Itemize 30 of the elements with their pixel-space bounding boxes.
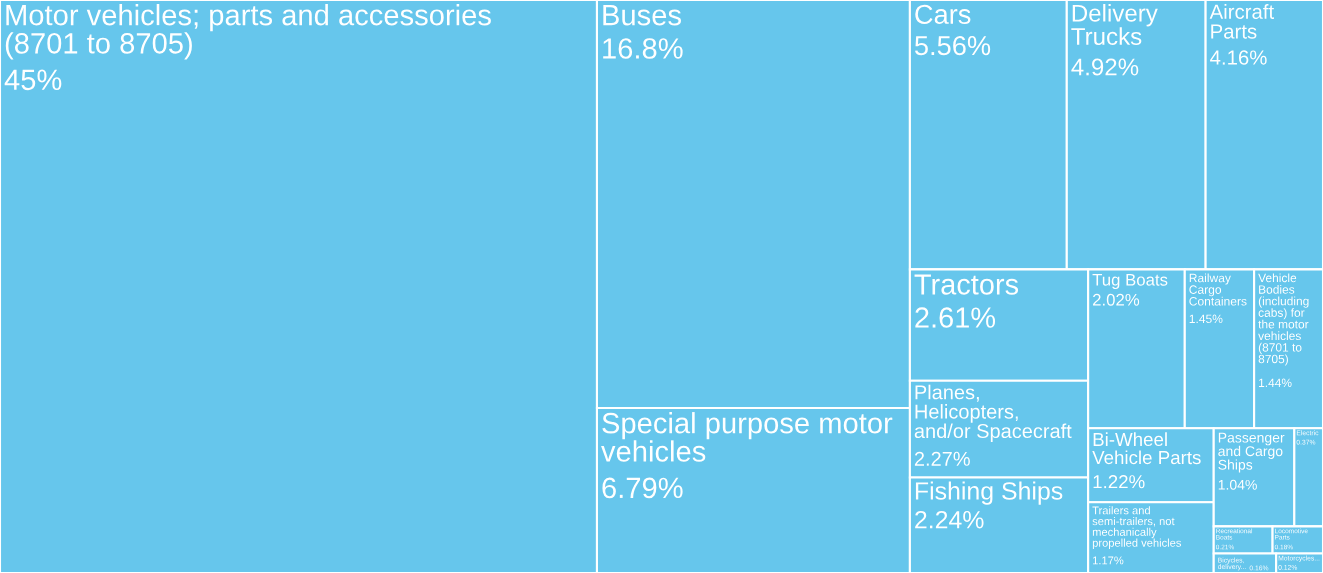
data-label: 1.44% <box>1259 378 1292 387</box>
category-label: Delivery Trucks <box>1071 4 1158 46</box>
category-label: Planes, Helicopters, and/or Spacecraft <box>914 384 1072 443</box>
data-label: 5.56% <box>914 36 991 56</box>
category-label: Motor vehicles; parts and accessories (8701 to 8705) <box>5 4 491 60</box>
data-label: 2.61% <box>915 307 996 328</box>
category-label: Bi-Wheel Vehicle Parts <box>1092 432 1201 465</box>
category-label: Aircraft Parts <box>1209 4 1275 39</box>
category-label: Railway Cargo Containers <box>1189 273 1247 306</box>
category-label: Vehicle Bodies (including cabs) for the motor vehicles (8701 to 8705) <box>1258 273 1309 366</box>
data-label: 6.79% <box>602 477 683 499</box>
data-label: 2.02% <box>1093 293 1140 306</box>
data-label: 2.27% <box>914 451 970 466</box>
data-label: 1.04% <box>1218 479 1257 490</box>
category-label: Tug Boats <box>1092 274 1168 290</box>
data-label: 16.8% <box>603 38 683 59</box>
data-label: 4.16% <box>1210 50 1267 65</box>
data-label: 1.22% <box>1093 475 1145 489</box>
category-label: Passenger and Cargo Ships <box>1218 432 1285 473</box>
category-label: Trailers and semi-trailers, not mechanically propelled vehicles <box>1092 506 1182 549</box>
category-label: Tractors <box>914 274 1019 295</box>
category-label: Special purpose motor vehicles <box>601 412 893 462</box>
category-label: Cars <box>915 4 971 25</box>
data-label: 1.45% <box>1189 314 1223 324</box>
category-label: Buses <box>603 5 681 26</box>
category-label: Fishing Ships <box>915 481 1063 505</box>
data-label: 4.92% <box>1071 58 1139 76</box>
data-label: 2.24% <box>915 510 984 529</box>
data-label: 45% <box>4 69 62 91</box>
data-label: 1.17% <box>1093 556 1124 565</box>
